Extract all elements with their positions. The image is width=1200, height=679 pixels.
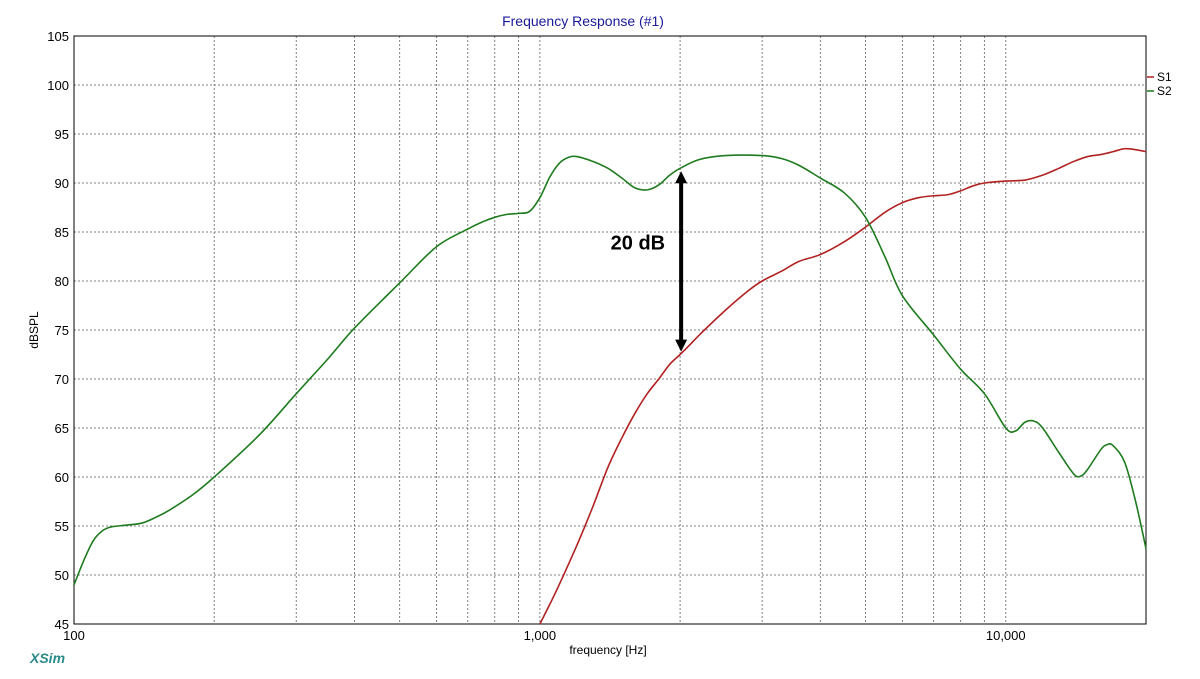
brand-logo-text: XSim: [29, 650, 65, 666]
y-tick-label: 65: [55, 421, 69, 436]
legend-label-s1: S1: [1157, 70, 1172, 84]
annotation-arrowhead-top: [675, 171, 688, 184]
y-tick-label: 90: [55, 176, 69, 191]
legend-label-s2: S2: [1157, 84, 1172, 98]
chart-title: Frequency Response (#1): [502, 13, 664, 29]
series-line-s1: [539, 147, 1147, 625]
x-tick-label: 10,000: [986, 628, 1026, 643]
x-tick-label: 1,000: [524, 628, 557, 643]
y-tick-label: 100: [47, 78, 69, 93]
y-tick-label: 95: [55, 127, 69, 142]
x-axis-label: frequency [Hz]: [569, 643, 646, 657]
y-tick-label: 45: [55, 617, 69, 632]
y-tick-label: 85: [55, 225, 69, 240]
x-tick-labels: 100 1,000 10,000: [63, 628, 1025, 643]
y-tick-label: 105: [47, 29, 69, 44]
y-tick-labels: 105 100 95 90 85 80 75 70 65 60 55 50 45: [47, 29, 69, 632]
y-tick-label: 75: [55, 323, 69, 338]
series-layer: [73, 147, 1147, 625]
grid-layer: [74, 36, 1146, 624]
annotation-layer: 20 dB: [611, 171, 688, 352]
annotation-label: 20 dB: [611, 233, 665, 255]
y-tick-label: 70: [55, 372, 69, 387]
series-line-s2: [73, 154, 1147, 586]
plot-frame: [73, 35, 1147, 625]
y-tick-label: 80: [55, 274, 69, 289]
y-tick-label: 50: [55, 568, 69, 583]
annotation-arrowhead-bottom: [675, 339, 688, 352]
y-tick-label: 60: [55, 470, 69, 485]
y-axis-label: dBSPL: [27, 311, 41, 349]
y-tick-label: 55: [55, 519, 69, 534]
x-tick-label: 100: [63, 628, 85, 643]
